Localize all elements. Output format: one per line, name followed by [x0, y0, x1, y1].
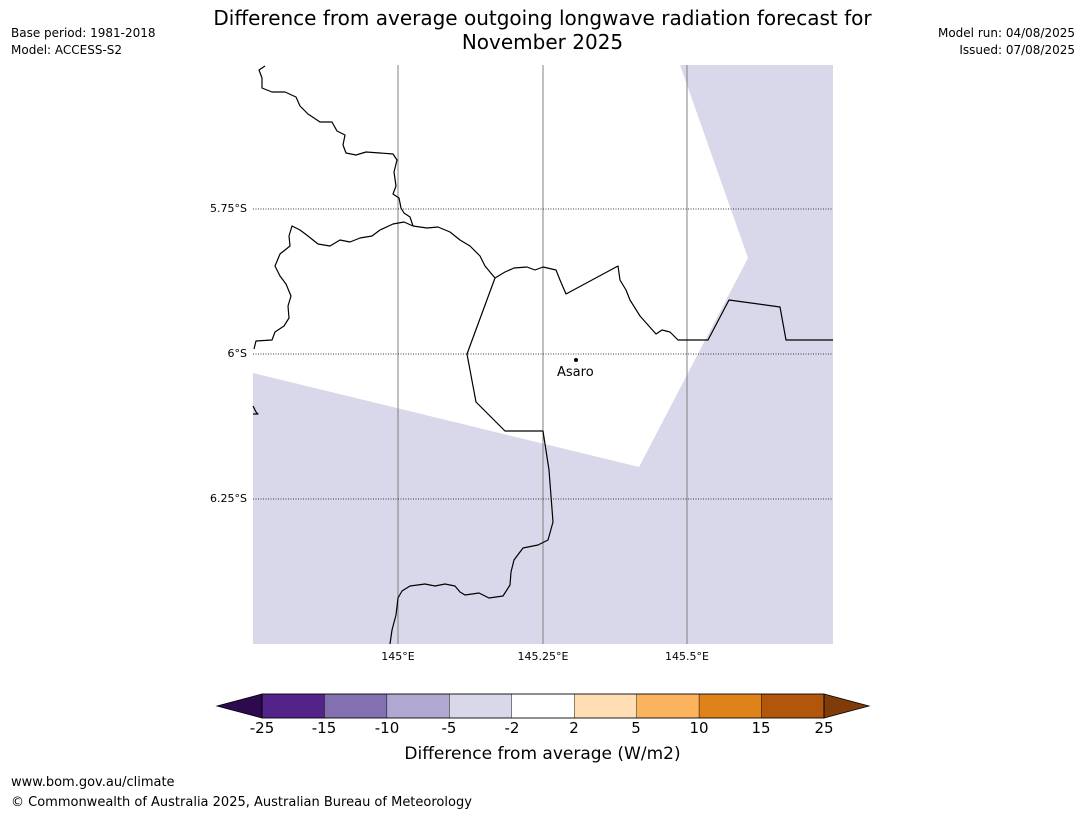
base-period: Base period: 1981-2018: [11, 26, 156, 40]
colorbar-segment: [636, 693, 700, 719]
title-line-1: Difference from average outgoing longwav…: [213, 6, 872, 30]
boundary-asaro-district: [389, 277, 554, 645]
asaro-marker: [574, 358, 578, 362]
cb-tick-label: -15: [311, 719, 337, 737]
model-run: Model run: 04/08/2025: [937, 26, 1075, 40]
cb-tick-label: -2: [504, 719, 520, 737]
colorbar-segment: [261, 693, 325, 719]
cb-tick-label: 25: [814, 719, 834, 737]
boundaries: [252, 65, 833, 645]
longitude-gridlines: [397, 65, 688, 644]
meta-left: Base period: 1981-2018 Model: ACCESS-S2: [11, 25, 156, 59]
meta-right: Model run: 04/08/2025 Issued: 07/08/2025: [938, 25, 1075, 59]
latitude-gridlines: [253, 208, 833, 500]
colorbar-title: Difference from average (W/m2): [404, 744, 681, 764]
cb-tick-label: 15: [751, 719, 771, 737]
lon-label-145e: 145°E: [381, 650, 415, 663]
colorbar: [215, 693, 871, 719]
boundary-west-edge: [252, 405, 259, 415]
colorbar-segment: [574, 693, 637, 719]
cb-tick-label: -5: [441, 719, 457, 737]
issued-date: Issued: 07/08/2025: [959, 43, 1075, 57]
footer-url: www.bom.gov.au/climate: [11, 775, 175, 790]
lon-label-145-25e: 145.25°E: [517, 650, 569, 663]
cb-tick-label: -25: [249, 719, 275, 737]
colorbar-segment: [386, 693, 450, 719]
boundary-north: [258, 65, 414, 227]
map-panel: [252, 65, 833, 645]
model-name: Model: ACCESS-S2: [11, 43, 123, 57]
cb-tick-label: 10: [689, 719, 709, 737]
colorbar-right-arrow: [823, 693, 871, 719]
lat-label-6s: 6°S: [227, 347, 247, 360]
colorbar-segment: [449, 693, 512, 719]
colorbar-segment: [761, 693, 825, 719]
colorbar-segment: [698, 693, 762, 719]
lat-label-6-25s: 6.25°S: [210, 492, 247, 505]
footer-copyright: © Commonwealth of Australia 2025, Austra…: [11, 795, 472, 810]
boundary-west: [253, 221, 414, 350]
colorbar-segments: [261, 693, 825, 719]
cb-tick-label: -10: [374, 719, 400, 737]
cb-tick-label: 2: [569, 719, 579, 737]
place-label-asaro: Asaro: [557, 365, 594, 380]
colorbar-segment: [324, 693, 388, 719]
title-line-2: November 2025: [461, 30, 624, 54]
colorbar-segment: [511, 693, 575, 719]
colorbar-left-arrow: [215, 693, 263, 719]
map-title: Difference from average outgoing longwav…: [0, 6, 1085, 54]
colorbar-frame: [261, 693, 825, 719]
boundary-central-north: [412, 225, 833, 341]
cb-tick-label: 5: [631, 719, 641, 737]
lon-label-145-5e: 145.5°E: [665, 650, 709, 663]
lat-label-5-75s: 5.75°S: [210, 202, 247, 215]
